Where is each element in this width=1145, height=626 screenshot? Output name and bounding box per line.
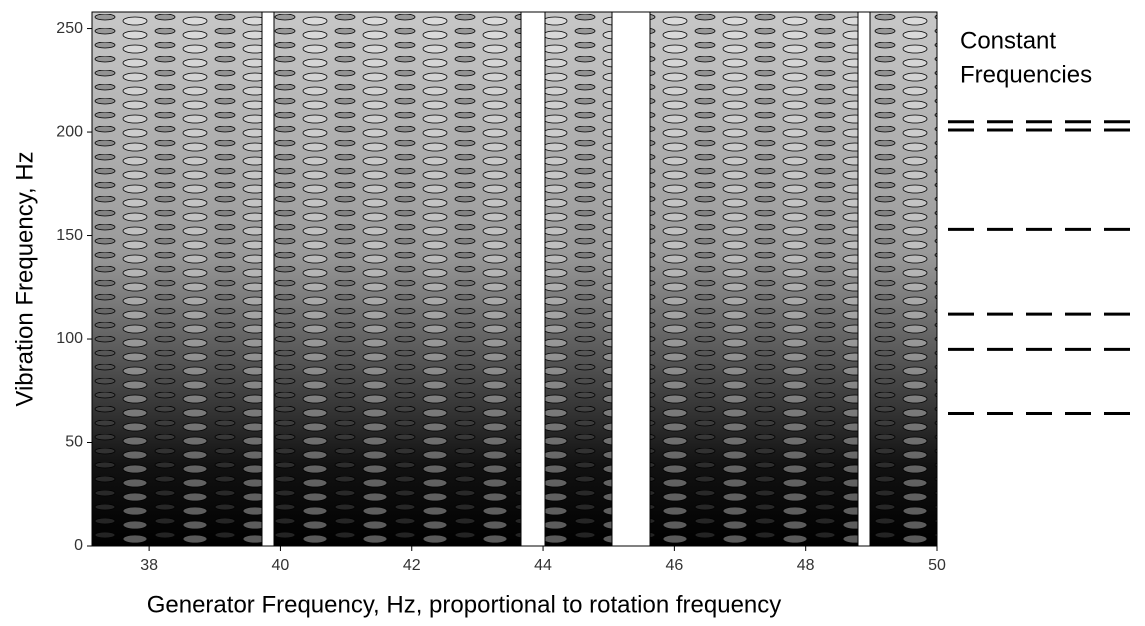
y-tick-label: 100: [56, 330, 83, 347]
y-tick-label: 50: [65, 434, 83, 451]
y-tick-label: 0: [74, 537, 83, 554]
x-tick-label: 44: [534, 557, 552, 574]
x-tick-label: 40: [272, 557, 290, 574]
y-tick-label: 150: [56, 227, 83, 244]
annotation-text: Constant: [960, 27, 1056, 54]
annotation-text: Frequencies: [960, 61, 1092, 88]
contour-field: [91, 11, 938, 547]
y-tick-label: 200: [56, 123, 83, 140]
y-axis-label: Vibration Frequency, Hz: [11, 151, 38, 406]
x-tick-label: 38: [140, 557, 158, 574]
x-tick-label: 42: [403, 557, 421, 574]
x-axis-label: Generator Frequency, Hz, proportional to…: [147, 591, 782, 618]
y-tick-label: 250: [56, 20, 83, 37]
x-tick-label: 50: [928, 557, 946, 574]
x-tick-label: 46: [665, 557, 683, 574]
x-tick-label: 48: [797, 557, 815, 574]
